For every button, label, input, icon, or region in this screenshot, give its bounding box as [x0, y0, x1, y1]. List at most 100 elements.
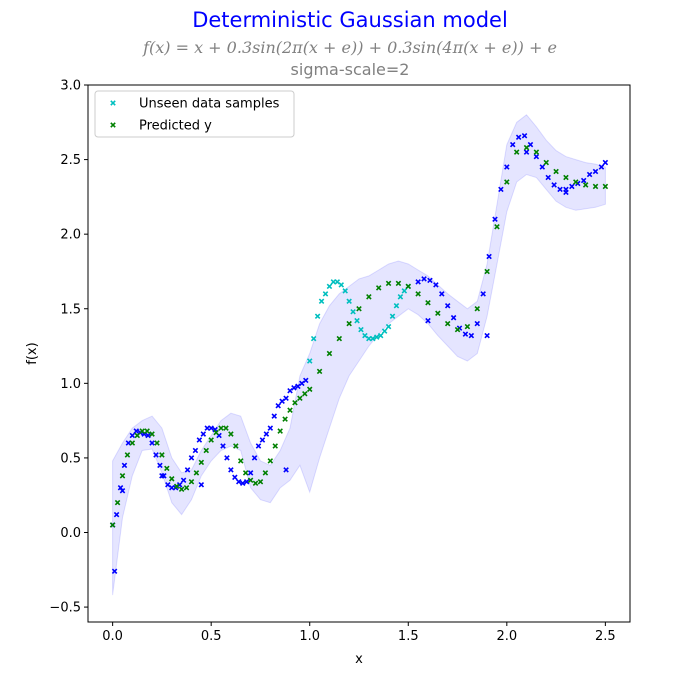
legend-box — [94, 90, 295, 138]
predicted-point — [533, 149, 540, 155]
unseen-point — [318, 298, 325, 305]
predicted-point — [346, 320, 352, 327]
seen-point — [111, 568, 118, 575]
seen-point — [236, 479, 242, 485]
predicted-point — [375, 285, 382, 291]
predicted-point — [435, 310, 441, 316]
predicted-point — [302, 391, 308, 397]
seen-point — [303, 377, 309, 384]
predicted-point — [573, 179, 579, 185]
x-tick-label: 2.5 — [595, 629, 616, 644]
predicted-point — [139, 428, 145, 434]
seen-point — [492, 216, 498, 223]
seen-point — [283, 467, 289, 473]
seen-point — [498, 186, 504, 193]
predicted-point — [316, 368, 323, 375]
unseen-point — [350, 308, 356, 315]
predicted-point — [228, 431, 234, 437]
predicted-point — [513, 149, 520, 155]
seen-point — [598, 164, 605, 170]
seen-point — [133, 428, 140, 434]
seen-point — [283, 395, 289, 402]
predicted-point — [523, 144, 530, 151]
seen-point — [243, 479, 250, 485]
seen-point — [580, 177, 587, 184]
predicted-point — [484, 268, 490, 275]
seen-point — [291, 385, 297, 391]
seen-point — [462, 331, 469, 337]
predicted-point — [297, 395, 303, 402]
seen-point — [271, 413, 278, 419]
predicted-point — [144, 428, 150, 434]
predicted-point — [415, 291, 421, 297]
predicted-point — [385, 280, 392, 287]
predicted-point — [208, 437, 214, 443]
seen-point — [468, 332, 475, 339]
x-tick-label: 2.0 — [496, 629, 517, 644]
unseen-point — [338, 282, 345, 288]
seen-point — [421, 276, 427, 282]
legend-marker — [110, 122, 116, 128]
y-tick-label: 2.0 — [60, 228, 81, 243]
seen-point — [196, 437, 203, 443]
predicted-point — [425, 300, 431, 306]
seen-point — [504, 164, 510, 170]
unseen-point-group — [306, 279, 412, 364]
legend: Unseen data samples Predicted y — [94, 90, 295, 138]
seen-point — [569, 183, 575, 190]
seen-point — [545, 174, 551, 181]
seen-point — [551, 182, 557, 188]
unseen-point — [314, 313, 321, 319]
unseen-point — [385, 323, 392, 330]
predicted-point — [193, 470, 200, 476]
y-tick-label: 0.5 — [60, 451, 81, 466]
seen-point — [232, 474, 238, 481]
y-axis-label: f(x) — [25, 342, 40, 364]
seen-point — [255, 443, 262, 449]
seen-point — [275, 402, 281, 409]
predicted-point — [543, 159, 550, 166]
predicted-point — [183, 484, 190, 491]
predicted-point — [336, 335, 343, 342]
chart-title: Deterministic Gaussian model — [192, 8, 508, 32]
seen-point — [159, 473, 165, 479]
unseen-point — [397, 294, 404, 300]
predicted-point — [282, 416, 288, 422]
predicted-point — [149, 431, 155, 437]
legend-label: Unseen data samples — [139, 97, 280, 112]
seen-point — [228, 467, 234, 473]
seen-point — [121, 462, 128, 469]
seen-point — [523, 149, 530, 155]
predicted-point — [134, 432, 141, 439]
seen-point — [415, 279, 421, 285]
predicted-point — [178, 486, 185, 493]
predicted-point — [267, 458, 274, 464]
seen-point — [521, 132, 528, 139]
y-tick-label: −0.5 — [49, 601, 81, 616]
unseen-point — [373, 334, 380, 340]
legend-marker — [110, 100, 116, 106]
predicted-point — [356, 305, 362, 312]
predicted-point-group — [109, 144, 609, 528]
predicted-point — [164, 465, 170, 472]
unseen-point — [389, 313, 396, 319]
predicted-point — [237, 458, 244, 464]
predicted-point — [464, 323, 471, 330]
unseen-point — [370, 335, 376, 342]
seen-point — [129, 432, 136, 439]
seen-point — [557, 186, 563, 193]
predicted-point — [159, 452, 165, 458]
unseen-point — [401, 288, 408, 294]
seen-point — [263, 431, 270, 437]
x-tick-label: 1.5 — [398, 629, 419, 644]
predicted-point — [277, 428, 283, 434]
seen-point — [188, 455, 195, 461]
unseen-point — [377, 332, 384, 339]
y-tick-label: 1.0 — [60, 377, 81, 392]
predicted-point — [173, 483, 180, 490]
seen-point — [220, 443, 226, 449]
seen-point — [433, 282, 439, 288]
unseen-point — [393, 303, 400, 309]
